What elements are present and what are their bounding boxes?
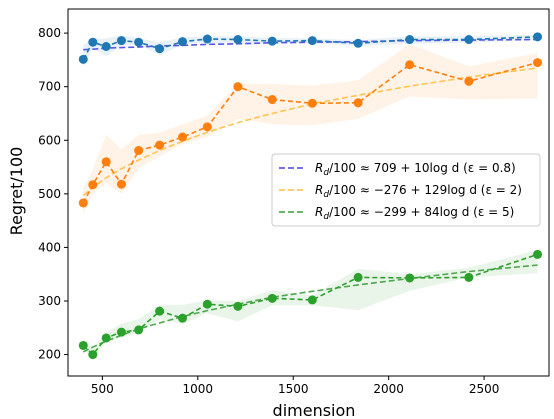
axes-frame — [67, 8, 550, 377]
fit-line-1 — [82, 67, 538, 197]
point-0-9 — [267, 36, 277, 46]
band-1 — [83, 43, 538, 215]
point-2-7 — [202, 299, 212, 309]
point-1-13 — [464, 76, 474, 86]
x-tick-label-1500: 1500 — [278, 382, 309, 396]
point-1-8 — [233, 82, 243, 92]
legend-box — [271, 153, 541, 227]
point-0-14 — [533, 32, 543, 42]
y-tick-label-700: 700 — [38, 80, 61, 94]
point-0-13 — [464, 35, 474, 45]
x-tick-label-1000: 1000 — [183, 382, 214, 396]
point-2-12 — [405, 273, 415, 283]
y-tick-label-400: 400 — [38, 240, 61, 254]
point-2-4 — [134, 325, 144, 335]
fit-line-2 — [82, 264, 538, 353]
y-tick-label-300: 300 — [38, 294, 61, 308]
band-0 — [83, 34, 538, 67]
point-1-7 — [202, 122, 212, 132]
point-2-5 — [155, 306, 165, 316]
point-2-1 — [88, 350, 98, 360]
point-1-6 — [178, 132, 188, 142]
legend-label-1: Rd/100 ≈ −276 + 129log d (ε = 2) — [315, 183, 522, 200]
point-2-13 — [464, 272, 474, 282]
y-tick-label-800: 800 — [38, 26, 61, 40]
point-0-4 — [134, 37, 144, 47]
point-1-4 — [134, 145, 144, 155]
point-0-3 — [116, 36, 126, 46]
point-1-3 — [116, 179, 126, 189]
point-1-5 — [155, 140, 165, 150]
point-0-8 — [233, 35, 243, 45]
point-1-14 — [533, 58, 543, 68]
point-1-11 — [353, 98, 363, 108]
point-2-9 — [267, 293, 277, 303]
point-2-8 — [233, 301, 243, 311]
point-1-10 — [307, 98, 317, 108]
x-axis-title: dimension — [273, 401, 356, 419]
point-0-1 — [88, 37, 98, 47]
point-0-2 — [101, 42, 111, 52]
point-2-11 — [353, 272, 363, 282]
point-2-0 — [78, 340, 88, 350]
point-1-12 — [405, 60, 415, 70]
axis-ticks: 500 1000 1500 2000 2500 200 300 400 500 600 700 800 — [38, 26, 499, 396]
point-0-7 — [202, 34, 212, 44]
x-tick-label-2000: 2000 — [373, 382, 404, 396]
x-tick-label-2500: 2500 — [469, 382, 500, 396]
point-0-6 — [178, 37, 188, 47]
point-2-10 — [307, 295, 317, 305]
plot-frame — [67, 8, 550, 377]
legend-label-2: Rd/100 ≈ −299 + 84log d (ε = 5) — [315, 205, 514, 222]
point-2-3 — [116, 327, 126, 337]
point-1-1 — [88, 180, 98, 190]
y-axis-title: Regret/100 — [7, 147, 26, 236]
x-tick-label-500: 500 — [91, 382, 114, 396]
point-0-5 — [155, 44, 165, 54]
point-1-0 — [78, 198, 88, 208]
data-points — [78, 32, 543, 360]
point-0-11 — [353, 38, 363, 48]
point-2-14 — [533, 249, 543, 259]
y-tick-label-500: 500 — [38, 187, 61, 201]
point-0-10 — [307, 36, 317, 46]
point-0-0 — [78, 54, 88, 64]
legend-label-0: Rd/100 ≈ 709 + 10log d (ε = 0.8) — [315, 161, 516, 178]
point-1-2 — [101, 157, 111, 167]
point-1-9 — [267, 95, 277, 105]
y-tick-label-200: 200 — [38, 348, 61, 362]
y-tick-label-600: 600 — [38, 133, 61, 147]
point-0-12 — [405, 35, 415, 45]
point-2-2 — [101, 333, 111, 343]
point-2-6 — [178, 313, 188, 323]
legend: Rd/100 ≈ 709 + 10log d (ε = 0.8) Rd/100 ≈… — [271, 153, 541, 227]
